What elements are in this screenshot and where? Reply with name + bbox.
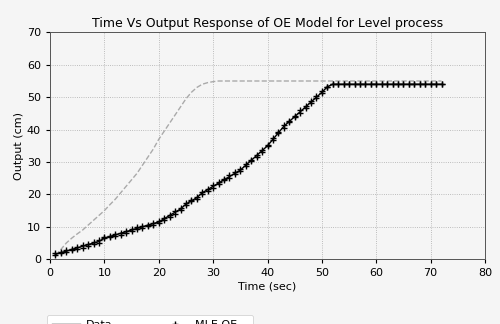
X-axis label: Time (sec): Time (sec) [238, 281, 296, 291]
Legend: Data, MlogLE OE, MLE OE, Bayes OE: Data, MlogLE OE, MLE OE, Bayes OE [47, 315, 254, 324]
Y-axis label: Output (cm): Output (cm) [14, 112, 24, 180]
Title: Time Vs Output Response of OE Model for Level process: Time Vs Output Response of OE Model for … [92, 17, 443, 30]
